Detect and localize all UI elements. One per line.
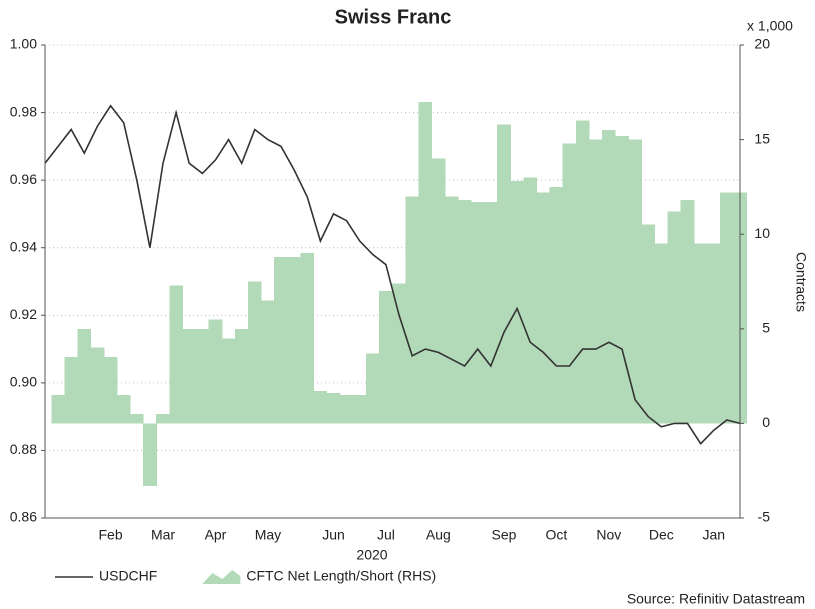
area-step	[706, 243, 721, 424]
area-step	[615, 135, 629, 424]
x-tick-label: Jan	[702, 527, 725, 543]
area-step	[562, 143, 577, 424]
area-step	[116, 395, 131, 424]
area-step	[64, 357, 79, 424]
area-step	[483, 202, 498, 424]
area-step	[287, 256, 302, 424]
x-tick-label: Oct	[546, 527, 568, 543]
y2-tick-label: -5	[758, 509, 771, 525]
area-step	[103, 357, 118, 424]
area-step	[392, 283, 406, 424]
area-step	[497, 124, 511, 424]
area-step	[470, 202, 485, 424]
area-step	[261, 300, 275, 424]
x-tick-label: Jul	[377, 527, 395, 543]
y-tick-label: 1.00	[10, 36, 37, 52]
area-step	[693, 243, 708, 424]
x-tick-label: Jun	[322, 527, 345, 543]
line-series	[44, 104, 741, 445]
area-step	[339, 395, 354, 424]
area-step	[51, 395, 65, 424]
y2-unit-label: x 1,000	[747, 18, 793, 34]
area-step	[365, 353, 380, 424]
area-step	[234, 328, 249, 424]
area-step	[274, 256, 288, 424]
x-tick-label: Apr	[205, 527, 227, 543]
area-step	[352, 395, 367, 424]
area-step	[628, 139, 642, 424]
source: Source: Refinitiv Datastream	[627, 591, 805, 607]
x-axis-label: 2020	[356, 547, 387, 563]
legend-swatch	[202, 570, 241, 584]
area-step	[169, 285, 183, 424]
area-step	[326, 393, 341, 424]
area-step	[588, 139, 603, 424]
y2-tick-label: 10	[754, 225, 770, 241]
y2-tick-label: 0	[762, 414, 770, 430]
area-step	[143, 423, 157, 486]
y-tick-label: 0.94	[10, 238, 37, 254]
area-step	[182, 328, 197, 424]
y-tick-label: 0.86	[10, 509, 37, 525]
area-step	[549, 186, 564, 424]
x-tick-label: Feb	[99, 527, 123, 543]
x-tick-label: Nov	[596, 527, 621, 543]
area-step	[156, 413, 170, 424]
area-step	[431, 158, 446, 424]
area-step	[313, 391, 328, 424]
legend-label: CFTC Net Length/Short (RHS)	[246, 568, 436, 584]
area-step	[667, 211, 682, 424]
x-tick-label: Aug	[426, 527, 451, 543]
area-step	[405, 196, 420, 424]
area-step	[680, 200, 695, 424]
y-tick-label: 0.96	[10, 171, 37, 187]
y2-axis-label: Contracts	[793, 252, 809, 312]
area-step	[221, 338, 236, 424]
y2-tick-label: 15	[754, 130, 770, 146]
area-step	[523, 177, 538, 424]
area-step	[457, 200, 472, 424]
area-step	[129, 413, 144, 424]
x-tick-label: Mar	[151, 527, 175, 543]
area-step	[208, 319, 223, 424]
y2-tick-label: 5	[762, 320, 770, 336]
area-step	[90, 347, 105, 424]
y-tick-label: 0.88	[10, 441, 37, 457]
area-step	[720, 192, 734, 424]
area-step	[536, 192, 551, 424]
chart-title: Swiss Franc	[335, 6, 452, 28]
y-tick-label: 0.90	[10, 374, 37, 390]
x-tick-label: Dec	[649, 527, 674, 543]
y2-tick-label: 20	[754, 36, 770, 52]
x-tick-label: May	[255, 527, 281, 543]
area-step	[418, 101, 433, 424]
area-step	[379, 290, 393, 424]
x-tick-label: Sep	[492, 527, 517, 543]
y-tick-label: 0.98	[10, 103, 37, 119]
legend-label: USDCHF	[99, 568, 157, 584]
area-series	[51, 101, 747, 486]
y-tick-label: 0.92	[10, 306, 37, 322]
area-step	[575, 120, 590, 424]
area-step	[654, 243, 669, 424]
area-step	[510, 181, 524, 424]
area-step	[300, 253, 315, 424]
area-step	[77, 328, 92, 424]
area-step	[641, 224, 656, 424]
area-step	[444, 196, 459, 424]
area-step	[602, 130, 616, 424]
area-step	[247, 281, 262, 424]
area-step	[195, 328, 210, 424]
